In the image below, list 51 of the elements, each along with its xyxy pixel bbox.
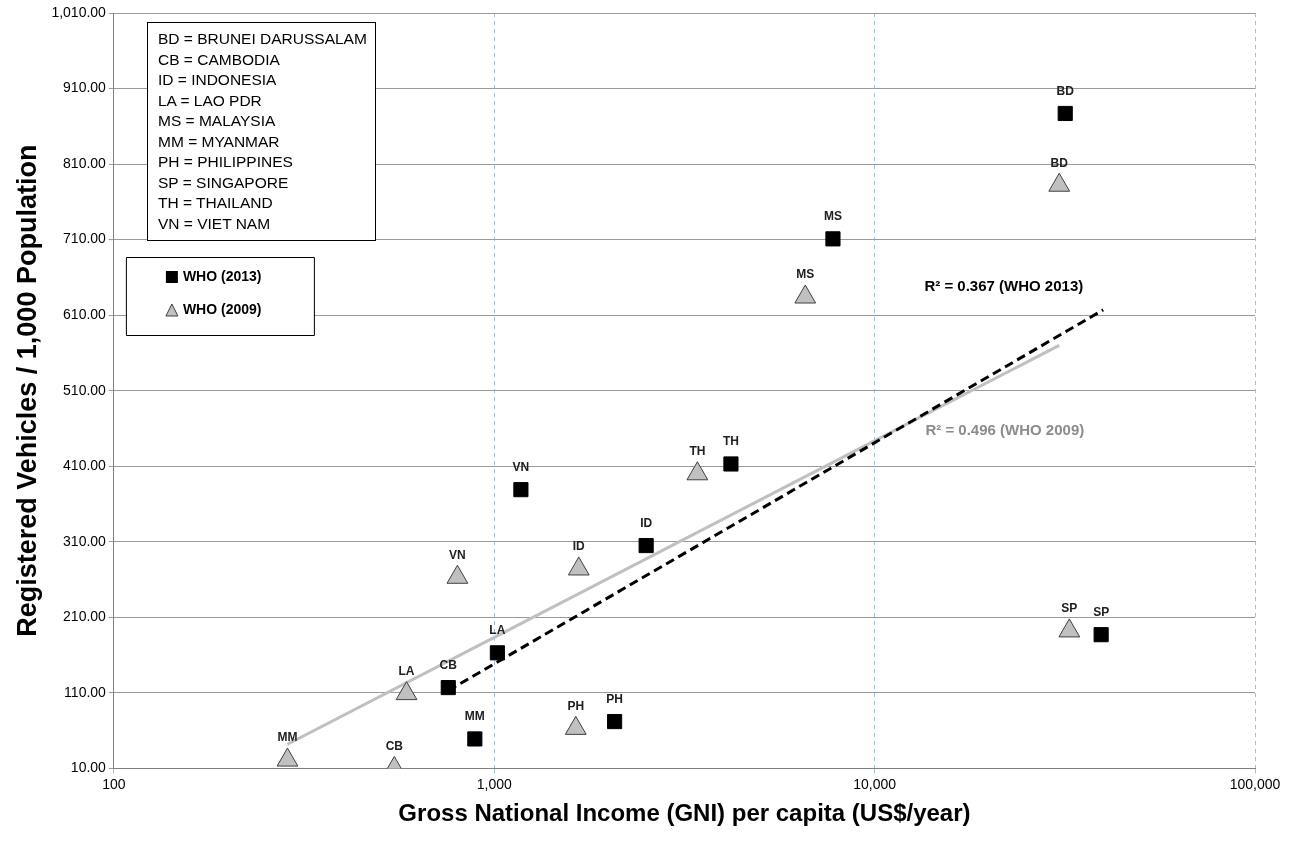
y-tick-label: 1,010.00 — [51, 3, 107, 20]
annotation: LA — [398, 663, 415, 678]
annotation: SP — [1061, 601, 1078, 616]
legend-label: WHO (2013) — [182, 267, 262, 284]
x-tick-label: 100,000 — [1229, 775, 1281, 792]
annotation: TH — [722, 434, 739, 449]
annotation: TH — [689, 444, 706, 459]
annotation: MM = MYANMAR — [158, 131, 281, 152]
annotation: SP — [1093, 605, 1110, 620]
annotation: BD — [1056, 83, 1075, 98]
x-tick-label: 1,000 — [476, 775, 512, 792]
annotation: MS — [823, 209, 842, 224]
legend-label: WHO (2009) — [182, 300, 262, 317]
annotation: SP = SINGAPORE — [158, 172, 290, 193]
y-tick-label: 610.00 — [63, 306, 107, 323]
annotation: VN = VIET NAM — [158, 213, 272, 234]
y-tick-label: 110.00 — [64, 683, 107, 700]
annotation: BD — [1050, 155, 1069, 170]
annotation: PH — [606, 691, 623, 706]
series-label: R² = 0.496 (WHO 2009) — [925, 420, 1085, 438]
annotation: ID = INDONESIA — [158, 70, 278, 90]
annotation: CB = CAMBODIA — [158, 49, 281, 70]
annotation: PH = PHILIPPINES — [158, 152, 294, 172]
annotation: LA — [489, 623, 506, 638]
annotation: TH = THAILAND — [158, 193, 274, 213]
y-tick-label: 210.00 — [63, 608, 107, 625]
y-tick-label: 10.00 — [70, 759, 107, 776]
annotation: LA = LAO PDR — [158, 90, 263, 111]
y-tick-label: 310.00 — [63, 532, 107, 549]
y-tick-label: 810.00 — [63, 154, 107, 171]
annotation: PH — [567, 698, 585, 713]
annotation: VN — [512, 459, 530, 474]
annotation: MM — [464, 709, 485, 724]
y-axis-title: Registered Vehicles / 1,000 Population — [11, 144, 42, 637]
annotation: CB — [439, 657, 458, 672]
annotation: ID — [640, 515, 653, 530]
x-tick-label: 100 — [102, 775, 126, 792]
x-axis-title: Gross National Income (GNI) per capita (US$/year) — [398, 799, 971, 827]
annotation: MS — [796, 267, 815, 282]
x-tick-label: 10,000 — [853, 775, 897, 792]
annotation: MM — [277, 730, 298, 745]
y-tick-label: 410.00 — [63, 457, 107, 474]
series-label: R² = 0.367 (WHO 2013) — [924, 277, 1084, 295]
annotation: ID — [572, 539, 586, 554]
y-tick-label: 910.00 — [63, 79, 107, 96]
y-tick-label: 710.00 — [63, 230, 107, 247]
annotation: VN — [449, 547, 466, 562]
annotation: MS = MALAYSIA — [158, 111, 277, 131]
y-tick-label: 510.00 — [63, 381, 107, 398]
annotation: CB — [385, 738, 404, 753]
annotation: BD = BRUNEI DARUSSALAM — [158, 29, 367, 49]
